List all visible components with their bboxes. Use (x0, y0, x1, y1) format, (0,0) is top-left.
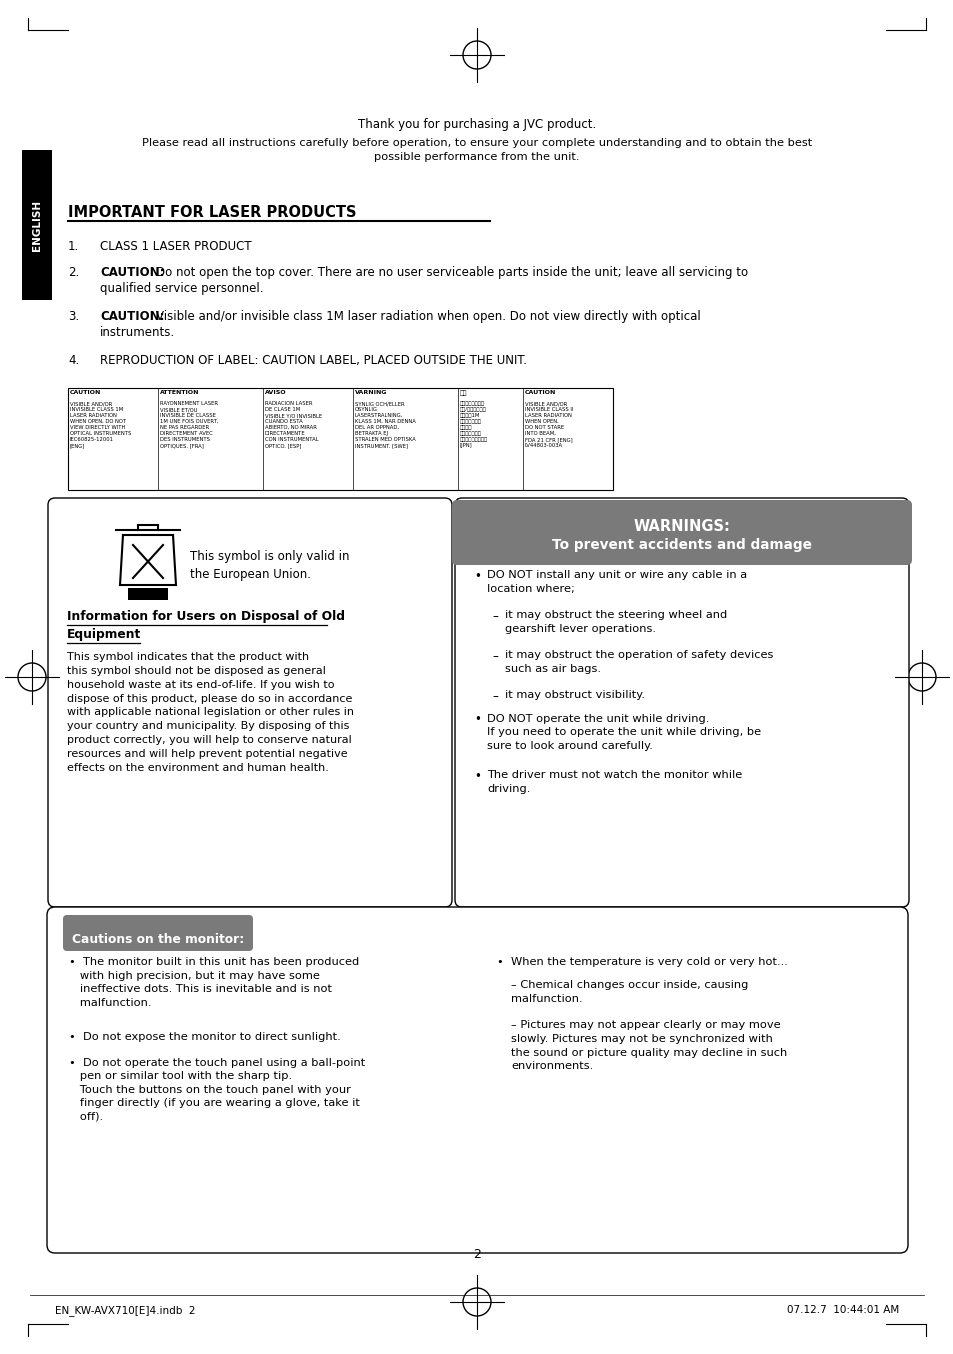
Text: DO NOT operate the unit while driving.
If you need to operate the unit while dri: DO NOT operate the unit while driving. I… (486, 714, 760, 750)
Text: 3.: 3. (68, 310, 79, 324)
Text: –: – (492, 650, 497, 663)
Text: it may obstruct visibility.: it may obstruct visibility. (504, 691, 644, 700)
Text: EN_KW-AVX710[E]4.indb  2: EN_KW-AVX710[E]4.indb 2 (55, 1305, 195, 1316)
Text: To prevent accidents and damage: To prevent accidents and damage (552, 538, 811, 552)
Text: The driver must not watch the monitor while
driving.: The driver must not watch the monitor wh… (486, 770, 741, 793)
Text: REPRODUCTION OF LABEL: CAUTION LABEL, PLACED OUTSIDE THE UNIT.: REPRODUCTION OF LABEL: CAUTION LABEL, PL… (100, 353, 526, 367)
Text: VISIBLE AND/OR
INVISIBLE CLASS II
LASER RADIATION
WHEN OPEN,
DO NOT STARE
INTO B: VISIBLE AND/OR INVISIBLE CLASS II LASER … (524, 401, 573, 448)
Text: –: – (492, 691, 497, 703)
Text: Please read all instructions carefully before operation, to ensure your complete: Please read all instructions carefully b… (142, 138, 811, 162)
Bar (128, 588, 168, 600)
Text: Cautions on the monitor:: Cautions on the monitor: (71, 933, 244, 946)
FancyBboxPatch shape (47, 907, 907, 1252)
Text: RAYONNEMENT LASER
VISIBLE ET/OU
INVISIBLE DE CLASSE
1M UNE FOIS OUVERT,
NE PAS R: RAYONNEMENT LASER VISIBLE ET/OU INVISIBL… (160, 401, 218, 448)
Text: VISIBLE AND/OR
INVISIBLE CLASS 1M
LASER RADIATION
WHEN OPEN, DO NOT
VIEW DIRECTL: VISIBLE AND/OR INVISIBLE CLASS 1M LASER … (70, 401, 132, 448)
Text: – Pictures may not appear clearly or may move
slowly. Pictures may not be synchr: – Pictures may not appear clearly or may… (511, 1021, 786, 1071)
Text: CAUTION:: CAUTION: (100, 265, 164, 279)
Text: SYNLIG OCH/ELLER
OSYNLIG
LASERSTRALNING,
KLASS 1M, NAR DENNA
DEL AR OPPNAD,
BETR: SYNLIG OCH/ELLER OSYNLIG LASERSTRALNING,… (355, 401, 416, 448)
Text: it may obstruct the operation of safety devices
such as air bags.: it may obstruct the operation of safety … (504, 650, 773, 673)
Text: This symbol is only valid in
the European Union.: This symbol is only valid in the Europea… (190, 550, 349, 581)
Bar (68, 389, 613, 490)
Text: 07.12.7  10:44:01 AM: 07.12.7 10:44:01 AM (786, 1305, 898, 1315)
Text: •  Do not expose the monitor to direct sunlight.: • Do not expose the monitor to direct su… (69, 1032, 340, 1043)
Text: CAUTION: CAUTION (70, 390, 101, 395)
Text: 注意: 注意 (459, 390, 467, 395)
Bar (22, 150, 52, 301)
Text: •: • (474, 570, 480, 584)
Text: –: – (492, 611, 497, 623)
Text: •: • (474, 714, 480, 727)
Text: qualified service personnel.: qualified service personnel. (100, 282, 263, 295)
Text: •  The monitor built in this unit has been produced
   with high precision, but : • The monitor built in this unit has bee… (69, 957, 359, 1007)
Text: •  When the temperature is very cold or very hot...: • When the temperature is very cold or v… (497, 957, 787, 967)
Text: CAUTION:: CAUTION: (100, 310, 164, 324)
Text: •: • (474, 770, 480, 783)
Text: CLASS 1 LASER PRODUCT: CLASS 1 LASER PRODUCT (100, 240, 252, 253)
Text: This symbol indicates that the product with
this symbol should not be disposed a: This symbol indicates that the product w… (67, 653, 354, 773)
Text: •  Do not operate the touch panel using a ball-point
   pen or similar tool with: • Do not operate the touch panel using a… (69, 1057, 365, 1122)
FancyBboxPatch shape (48, 498, 452, 907)
FancyBboxPatch shape (455, 498, 908, 907)
Text: VARNING: VARNING (355, 390, 387, 395)
Text: CAUTION: CAUTION (524, 390, 556, 395)
Text: Equipment: Equipment (67, 628, 141, 640)
Text: Visible and/or invisible class 1M laser radiation when open. Do not view directl: Visible and/or invisible class 1M laser … (156, 310, 700, 324)
Text: ENGLISH: ENGLISH (32, 199, 42, 250)
Text: Thank you for purchasing a JVC product.: Thank you for purchasing a JVC product. (357, 118, 596, 131)
Text: AVISO: AVISO (265, 390, 286, 395)
Text: DO NOT install any unit or wire any cable in a
location where;: DO NOT install any unit or wire any cabl… (486, 570, 746, 593)
Text: Information for Users on Disposal of Old: Information for Users on Disposal of Old (67, 611, 345, 623)
Text: instruments.: instruments. (100, 326, 175, 338)
Text: ここを開くと可視
及び/または不可視
のクラス1M
レーザー放射が
出ます。
光学器具で直接
見ないでください。
[JPN]: ここを開くと可視 及び/または不可視 のクラス1M レーザー放射が 出ます。 光… (459, 401, 488, 448)
Text: WARNINGS:: WARNINGS: (633, 519, 730, 533)
FancyBboxPatch shape (452, 500, 911, 565)
Text: 1.: 1. (68, 240, 79, 253)
Text: 4.: 4. (68, 353, 79, 367)
Text: ATTENTION: ATTENTION (160, 390, 199, 395)
Text: 2: 2 (473, 1248, 480, 1261)
FancyBboxPatch shape (63, 915, 253, 951)
Text: Do not open the top cover. There are no user serviceable parts inside the unit; : Do not open the top cover. There are no … (156, 265, 747, 279)
Text: it may obstruct the steering wheel and
gearshift lever operations.: it may obstruct the steering wheel and g… (504, 611, 726, 634)
Text: – Chemical changes occur inside, causing
malfunction.: – Chemical changes occur inside, causing… (511, 980, 747, 1005)
Text: IMPORTANT FOR LASER PRODUCTS: IMPORTANT FOR LASER PRODUCTS (68, 204, 356, 219)
Text: RADIACION LASER
DE CLASE 1M
VISIBLE Y/O INVISIBLE
CUANDO ESTA
ABIERTO, NO MIRAR
: RADIACION LASER DE CLASE 1M VISIBLE Y/O … (265, 401, 322, 448)
Text: 2.: 2. (68, 265, 79, 279)
